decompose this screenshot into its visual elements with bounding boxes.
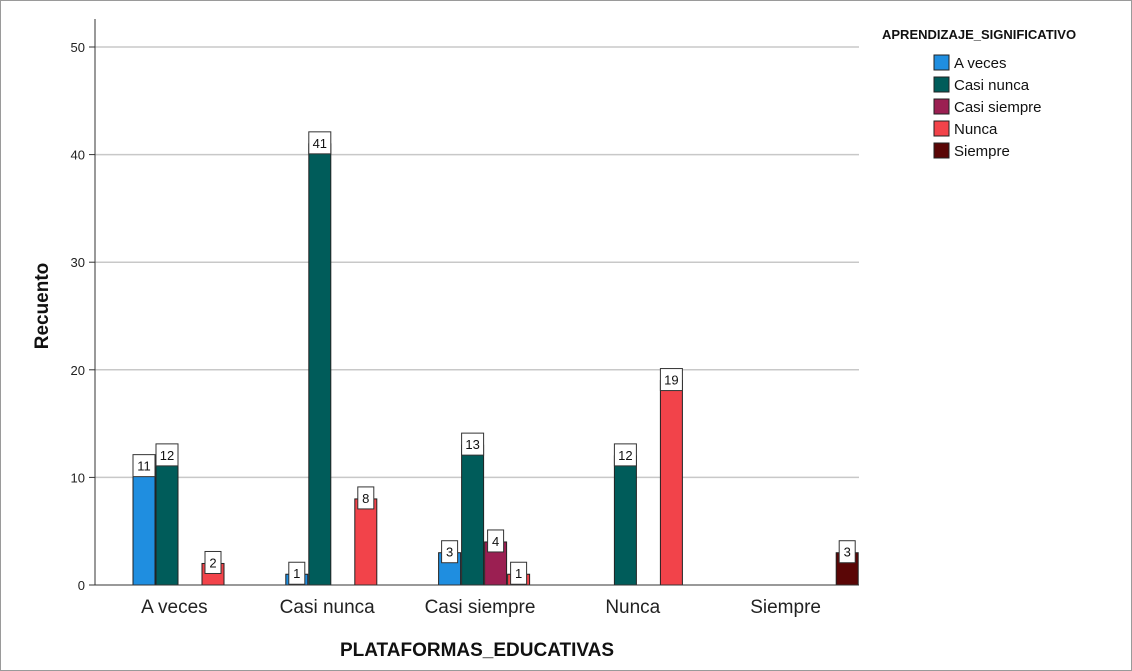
data-label: 13 — [465, 437, 479, 452]
y-tick-label: 50 — [71, 40, 85, 55]
legend-item-label: A veces — [954, 55, 1007, 72]
y-tick-label: 10 — [71, 470, 85, 485]
y-tick-label: 30 — [71, 255, 85, 270]
data-label-box — [510, 561, 528, 585]
data-label: 4 — [492, 534, 499, 549]
legend-item-label: Nunca — [954, 121, 998, 138]
legend-item-label: Casi nunca — [954, 77, 1030, 94]
x-tick-labels: A veces Casi nunca Casi siempre Nunca Siempr… — [141, 597, 821, 618]
gridlines — [95, 46, 859, 479]
data-label-box — [487, 529, 505, 553]
data-label: 12 — [618, 448, 632, 463]
data-label-box — [357, 486, 375, 510]
data-label-box — [659, 368, 683, 392]
data-label-box — [288, 561, 306, 585]
legend-swatch — [933, 98, 950, 115]
x-tick-label: Nunca — [605, 597, 660, 618]
bar — [132, 466, 156, 586]
data-label: 8 — [362, 491, 369, 506]
data-label-box — [155, 443, 179, 467]
legend: APRENDIZAJE_SIGNIFICATIVO A veces Casi nu… — [882, 27, 1076, 160]
legend-swatch — [933, 142, 950, 159]
bar — [354, 498, 378, 586]
data-label-box — [461, 432, 485, 456]
legend-swatch — [933, 120, 950, 137]
bar — [659, 380, 683, 586]
axes — [89, 19, 859, 586]
data-label: 1 — [515, 566, 522, 581]
bar — [308, 143, 332, 586]
legend-title: APRENDIZAJE_SIGNIFICATIVO — [882, 27, 1076, 42]
x-tick-label: Siempre — [750, 597, 821, 618]
data-label: 11 — [137, 459, 151, 474]
y-tick-label: 20 — [71, 363, 85, 378]
data-label: 3 — [844, 545, 851, 560]
data-label-box — [613, 443, 637, 467]
data-label: 3 — [446, 545, 453, 560]
data-label: 1 — [293, 566, 300, 581]
y-tick-labels: 0 10 20 30 40 50 — [71, 40, 85, 593]
data-label-box — [204, 550, 222, 574]
data-label-box — [441, 540, 459, 564]
legend-swatch — [933, 54, 950, 71]
bars — [132, 143, 859, 586]
data-label-box — [132, 454, 156, 478]
x-tick-label: Casi nunca — [280, 597, 375, 618]
data-label: 19 — [664, 373, 678, 388]
y-tick-label: 0 — [78, 578, 85, 593]
legend-swatch — [933, 76, 950, 93]
data-label: 41 — [313, 136, 327, 151]
data-label-box — [838, 540, 856, 564]
y-axis-title: Recuento — [32, 263, 53, 350]
x-axis-title: PLATAFORMAS_EDUCATIVAS — [340, 640, 614, 661]
bar — [461, 444, 485, 586]
x-tick-label: Casi siempre — [425, 597, 536, 618]
data-label-box — [308, 131, 332, 155]
legend-item-label: Siempre — [954, 143, 1010, 160]
data-label: 2 — [209, 555, 216, 570]
x-tick-label: A veces — [141, 597, 208, 618]
bar — [155, 455, 179, 586]
bar — [613, 455, 637, 586]
legend-item-label: Casi siempre — [954, 99, 1042, 116]
data-label: 12 — [160, 448, 174, 463]
y-tick-label: 40 — [71, 148, 85, 163]
